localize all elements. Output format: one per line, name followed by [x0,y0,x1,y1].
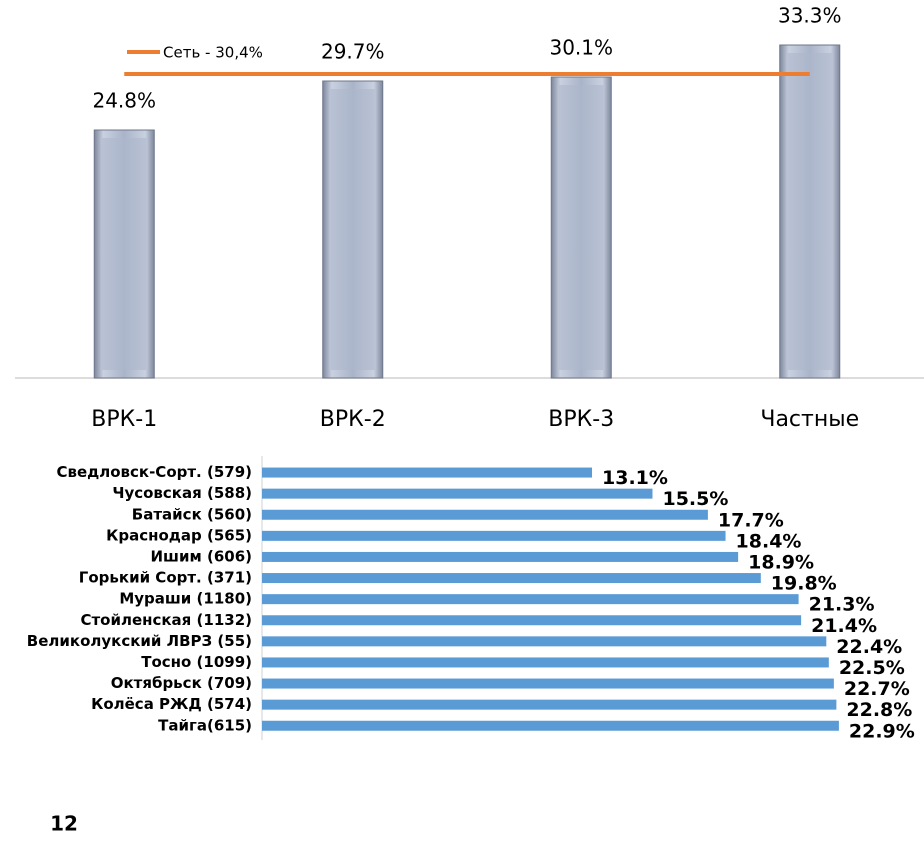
y-tick-label: Тосно (1099) [141,653,252,671]
value-label: 18.4% [736,530,802,552]
bar [262,488,653,499]
bar [262,509,708,520]
y-tick-label: Великолукский ЛВРЗ (55) [27,632,252,650]
bar [262,530,726,541]
bar [262,636,827,647]
value-label: 22.9% [849,720,915,742]
value-label: 29.7% [321,40,385,64]
bar [262,573,761,584]
value-label: 22.8% [846,699,912,721]
value-label: 24.8% [92,89,156,113]
value-label: 30.1% [549,36,613,60]
y-tick-label: Ишим (606) [151,547,253,565]
bar-bevel [102,138,147,370]
value-label: 18.9% [748,551,814,573]
bar [262,467,593,478]
bar [262,594,799,605]
bar [262,678,834,689]
value-label: 21.3% [809,594,875,616]
y-tick-label: Батайск (560) [132,505,252,523]
bar [262,657,829,668]
y-tick-label: Колёса РЖД (574) [91,695,252,713]
bar-bevel [330,89,375,370]
page-number: 12 [50,812,78,836]
x-tick-label: ВРК-3 [548,407,614,432]
x-tick-label: Частные [760,407,859,432]
bar [262,699,837,710]
y-tick-label: Стойленская (1132) [80,611,252,629]
bar [262,551,739,562]
y-tick-label: Мураши (1180) [119,590,252,608]
x-tick-label: ВРК-2 [320,407,386,432]
bar-bevel [787,53,832,370]
value-label: 22.5% [839,657,905,679]
bar-bevel [559,85,604,370]
x-tick-label: ВРК-1 [91,407,157,432]
value-label: 22.4% [836,636,902,658]
value-label: 22.7% [844,678,910,700]
value-label: 21.4% [811,615,877,637]
y-tick-label: Сведловск-Сорт. (579) [56,463,252,481]
y-tick-label: Октябрьск (709) [111,674,252,692]
y-tick-label: Тайга(615) [158,716,252,734]
y-tick-label: Горький Сорт. (371) [79,569,252,587]
value-label: 19.8% [771,573,837,595]
bar [262,615,802,626]
value-label: 13.1% [602,467,668,489]
y-tick-label: Чусовская (588) [112,484,252,502]
reference-label: Сеть - 30,4% [163,44,263,62]
value-label: 15.5% [662,488,728,510]
bar [262,720,839,731]
value-label: 33.3% [778,4,842,28]
value-label: 17.7% [718,509,784,531]
y-tick-label: Краснодар (565) [106,526,252,544]
